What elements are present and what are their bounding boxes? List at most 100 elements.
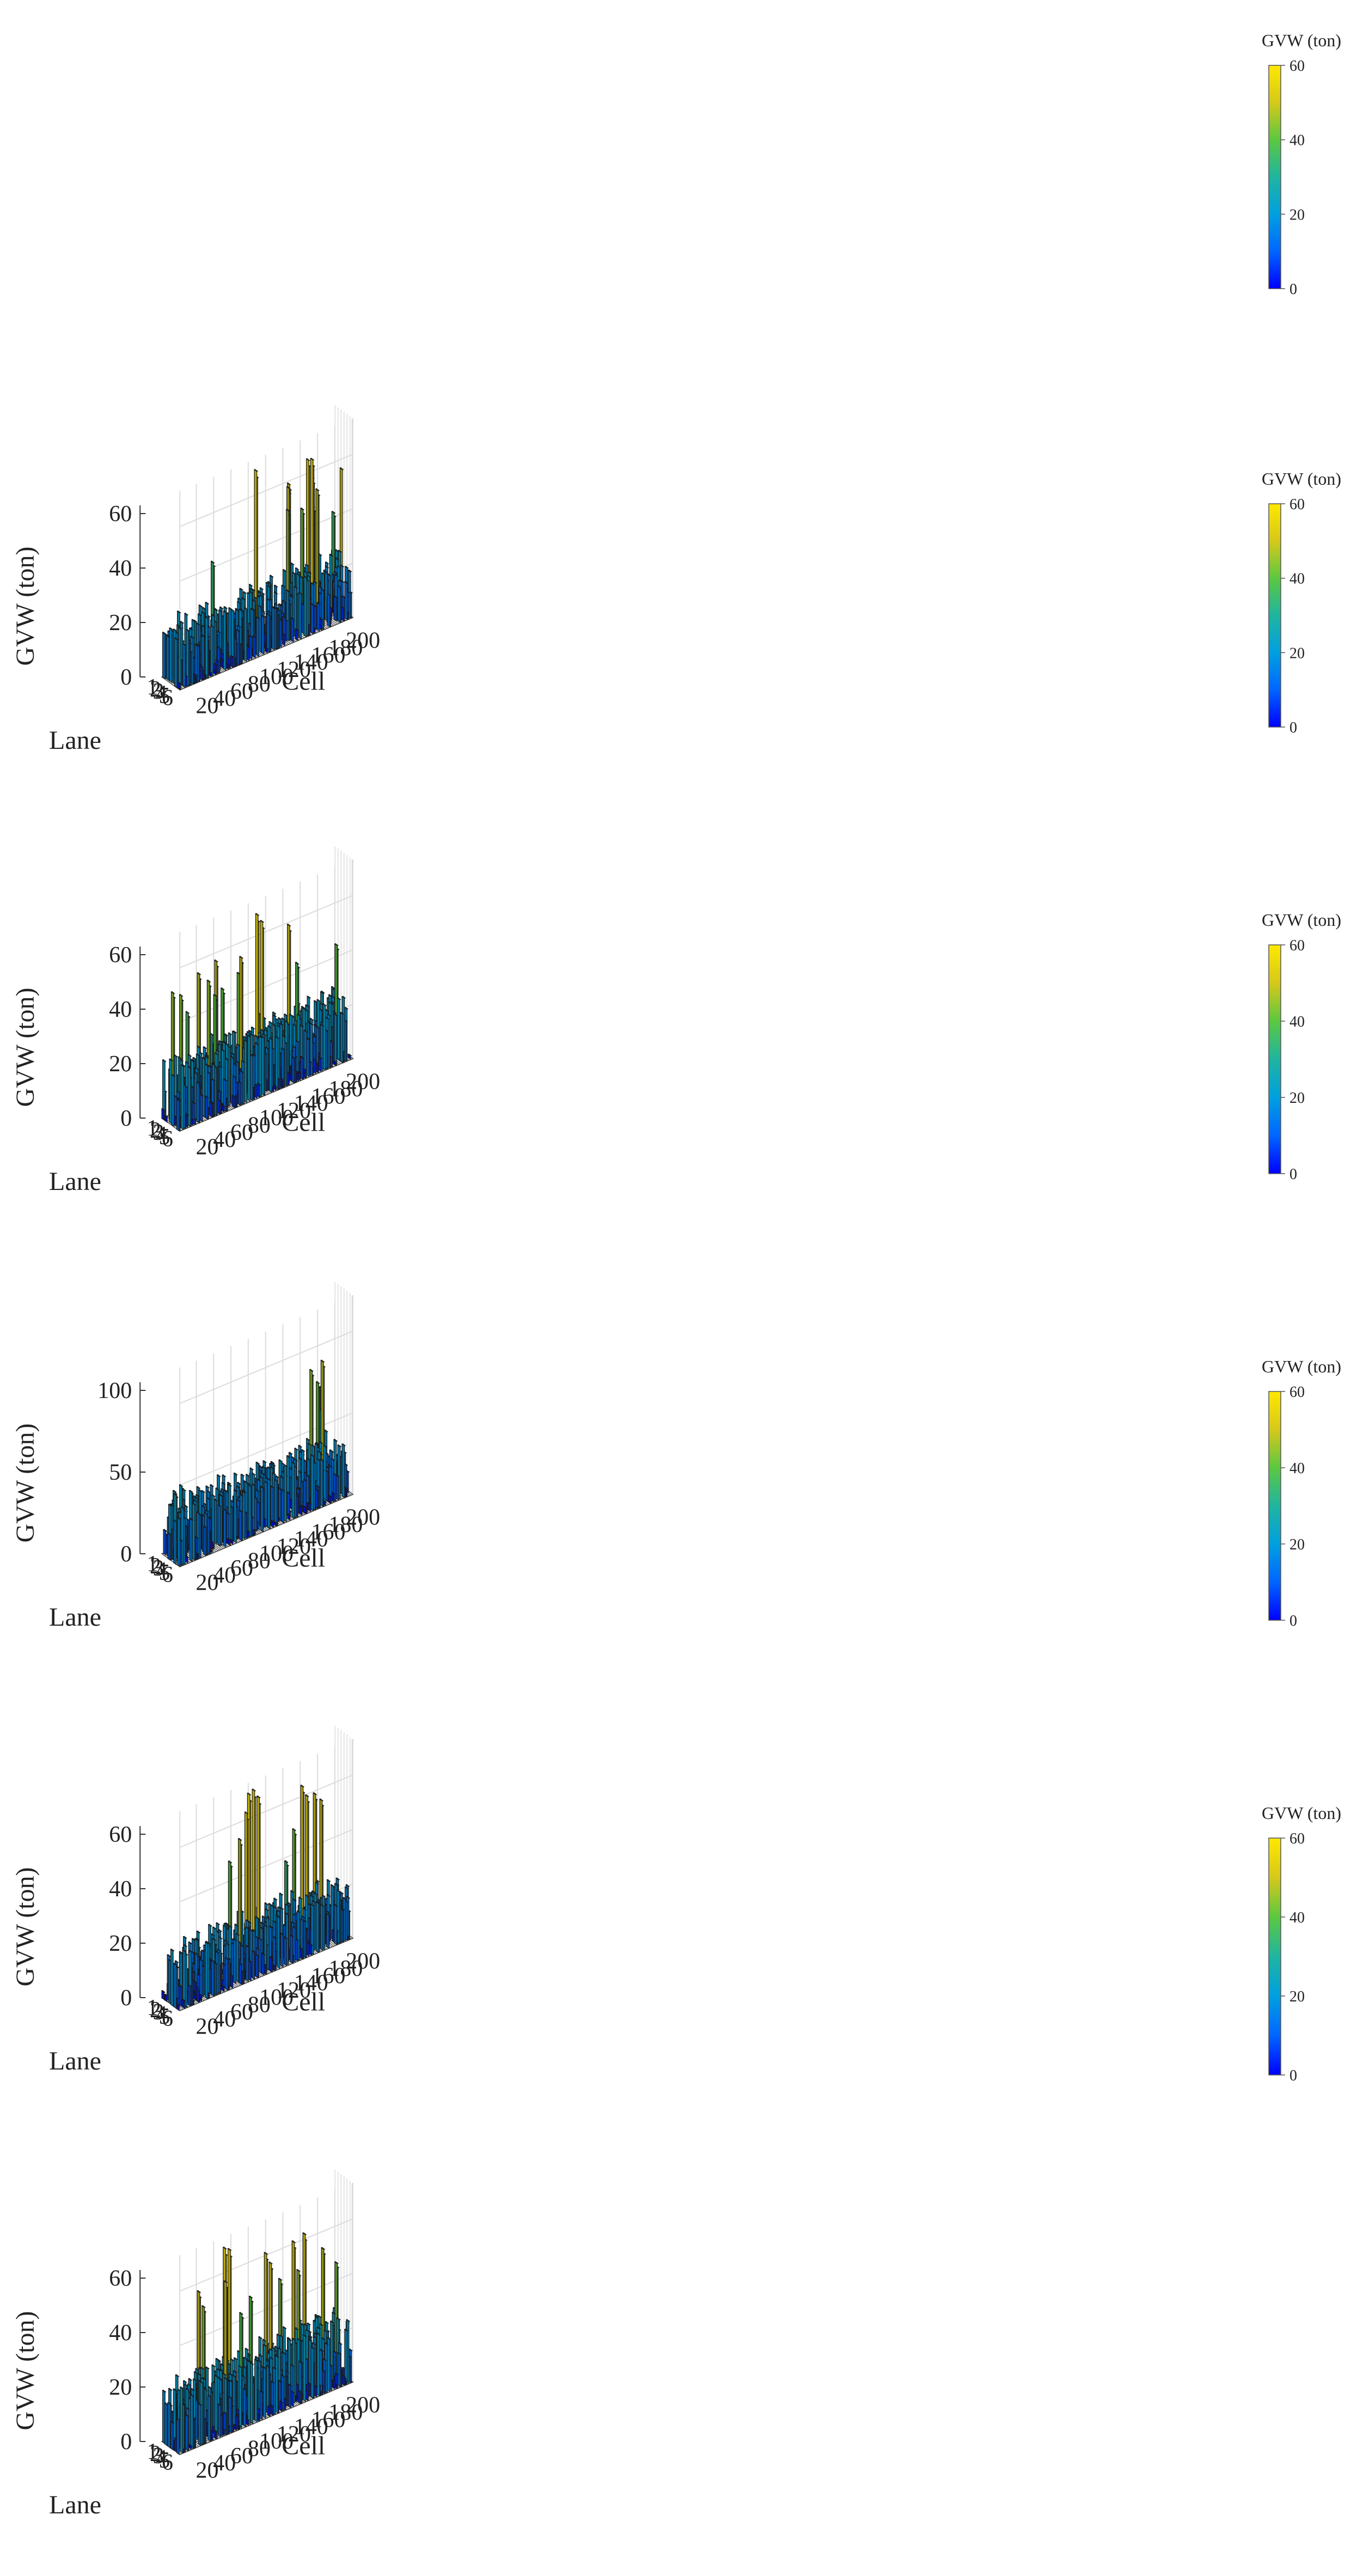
bar (270, 1037, 273, 1092)
z-tick-label: 0 (120, 665, 132, 690)
bar (244, 1040, 248, 1103)
bar (261, 1036, 265, 1096)
bar (307, 1942, 310, 1956)
bar (255, 2359, 258, 2422)
colorbar-tick-label: 40 (1289, 132, 1305, 149)
bar (242, 1491, 246, 1539)
bar (333, 2379, 336, 2389)
x-axis-title: Cell (282, 667, 325, 695)
bar (298, 2390, 301, 2404)
z-tick-label: 60 (109, 502, 132, 527)
bar (191, 2394, 194, 2449)
x-tick-label: 200 (346, 1949, 380, 1974)
colorbar-tick-label: 0 (1289, 1166, 1297, 1183)
z-tick-label: 20 (109, 611, 132, 636)
bar (311, 2347, 314, 2398)
bar (316, 1902, 320, 1952)
bar (215, 2375, 218, 2439)
bar (169, 628, 173, 683)
colorbar-tick-label: 40 (1289, 571, 1305, 588)
bar (315, 1489, 319, 1509)
bar (192, 1503, 195, 1560)
z-tick-label: 0 (120, 2430, 132, 2455)
bar (314, 1059, 317, 1074)
bar (179, 627, 182, 689)
bar (277, 1916, 280, 1969)
y-axis-title: Lane (49, 1603, 101, 1632)
y-axis-title: Lane (49, 726, 101, 755)
bar (244, 608, 248, 662)
bar (218, 1505, 221, 1546)
z-tick-label: 40 (109, 997, 132, 1022)
x-tick-label: 200 (346, 2393, 380, 2418)
colorbar-tick-label: 40 (1289, 1014, 1305, 1030)
bar (218, 2404, 222, 2437)
y-tick-label: 6 (162, 2006, 173, 2031)
colorbar-tick-label: 20 (1289, 206, 1305, 223)
bar (165, 2403, 168, 2446)
colorbar-tick-label: 40 (1289, 1909, 1305, 1926)
z-tick-label: 60 (109, 1822, 132, 1847)
bar (270, 2404, 273, 2415)
bar (303, 1506, 307, 1514)
bar (230, 1975, 234, 1988)
bar (211, 625, 214, 676)
colorbar-scale (1269, 65, 1281, 289)
bar (282, 1489, 285, 1523)
bar (260, 2391, 263, 2420)
bar (317, 602, 320, 631)
bar (256, 617, 260, 657)
bar (289, 2384, 292, 2408)
bar (223, 611, 227, 670)
z-axis-title: GVW (ton) (11, 987, 40, 1107)
bar (327, 594, 331, 627)
bar (239, 2366, 242, 2428)
colorbar-tick-label: 0 (1289, 1613, 1297, 1629)
gridline-z (180, 454, 353, 527)
y-tick-label: 6 (162, 1562, 173, 1588)
bar (270, 1956, 273, 1971)
bar (299, 1948, 303, 1959)
bar (253, 636, 256, 658)
colorbar-tick-label: 60 (1289, 1384, 1305, 1401)
bar (180, 2387, 184, 2453)
bar (261, 1486, 264, 1531)
bar (301, 1056, 304, 1079)
bar (276, 1036, 279, 1090)
bar (295, 1939, 298, 1961)
z-tick-label: 20 (109, 1052, 132, 1077)
bar (338, 998, 341, 1060)
bar (264, 2367, 267, 2418)
bar (261, 1953, 265, 1975)
bar (210, 1102, 213, 1117)
bar (311, 1455, 314, 1511)
bar (200, 1094, 203, 1121)
colorbar-tick-label: 0 (1289, 719, 1297, 736)
bar (198, 2403, 201, 2445)
x-tick-label: 200 (346, 1070, 380, 1095)
bar (252, 1951, 255, 1979)
bar (239, 1963, 242, 1985)
colorbar-tick-label: 20 (1289, 1988, 1305, 2005)
colorbar-tick-label: 20 (1289, 1536, 1305, 1553)
bar (340, 1012, 344, 1063)
bar (334, 596, 337, 621)
colorbar-tick-label: 60 (1289, 496, 1305, 513)
colorbar-title: GVW (ton) (1262, 910, 1341, 930)
z-axis-title: GVW (ton) (11, 1423, 40, 1542)
bar (305, 2390, 309, 2401)
bar (227, 1512, 230, 1542)
z-tick-label: 50 (109, 1460, 132, 1485)
figure: 0204060GVW (ton)204060801001201401601802… (0, 0, 1357, 2576)
bar (284, 1937, 288, 1965)
bar (225, 1957, 229, 1991)
bar (342, 1444, 345, 1498)
bar (197, 1082, 200, 1122)
z-tick-label: 60 (109, 2266, 132, 2291)
colorbar-scale (1269, 504, 1281, 727)
colorbar: GVW (ton) 0 20 40 60 (1262, 1357, 1341, 1629)
z-tick-label: 40 (109, 1877, 132, 1902)
bar (261, 615, 265, 655)
bar (211, 1960, 215, 1997)
bar (267, 2406, 271, 2416)
